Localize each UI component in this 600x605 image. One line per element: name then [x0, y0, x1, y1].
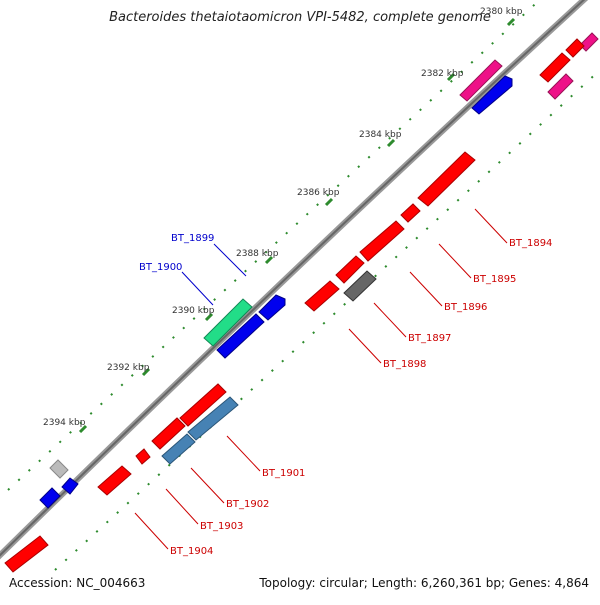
- gene-arrow[interactable]: [304, 280, 340, 312]
- gene-arrow[interactable]: [359, 220, 405, 262]
- gene-label[interactable]: BT_1895: [473, 274, 516, 285]
- gene-arrow[interactable]: [135, 448, 151, 465]
- leader-line: [226, 435, 261, 472]
- gene-arrow[interactable]: [471, 75, 513, 115]
- tick-label: 2388 kbp: [236, 249, 279, 259]
- gene-label[interactable]: BT_1896: [444, 302, 487, 313]
- gene-label[interactable]: BT_1902: [226, 499, 269, 510]
- gene-arrow[interactable]: [547, 73, 574, 100]
- tick-label: 2382 kbp: [421, 69, 464, 79]
- tick-mark: [386, 138, 396, 148]
- tick-label: 2386 kbp: [297, 188, 340, 198]
- genome-backbone-edge: [0, 0, 586, 557]
- tick-label: 2380 kbp: [480, 7, 523, 17]
- gene-arrow[interactable]: [49, 459, 69, 479]
- tick-mark: [78, 424, 88, 434]
- gene-label[interactable]: BT_1901: [262, 468, 305, 479]
- leader-line: [165, 488, 199, 525]
- genome-title: Bacteroides thetaiotaomicron VPI-5482, c…: [109, 10, 491, 25]
- gene-arrow[interactable]: [151, 417, 186, 450]
- gene-arrow[interactable]: [400, 203, 421, 223]
- tick-mark: [446, 72, 456, 82]
- tick-label: 2390 kbp: [172, 306, 215, 316]
- inner-ruler-track: [54, 69, 600, 571]
- outer-strand-genes: [39, 32, 599, 509]
- inner-strand-genes: [4, 38, 585, 573]
- gene-arrow[interactable]: [335, 255, 365, 284]
- gene-arrow[interactable]: [417, 151, 476, 207]
- gene-arrow[interactable]: [4, 535, 49, 573]
- leader-line: [348, 328, 382, 364]
- gene-arrow[interactable]: [216, 313, 265, 359]
- gene-label[interactable]: BT_1904: [170, 546, 213, 557]
- tick-label: 2394 kbp: [43, 418, 86, 428]
- gene-label[interactable]: BT_1903: [200, 521, 243, 532]
- tick-mark: [204, 312, 214, 322]
- tick-mark: [506, 17, 516, 27]
- gene-label[interactable]: BT_1894: [509, 238, 552, 249]
- gene-arrow[interactable]: [179, 383, 227, 427]
- leader-line: [438, 243, 472, 279]
- leader-line: [373, 302, 407, 338]
- genome-summary-text: Topology: circular; Length: 6,260,361 bp…: [259, 576, 589, 590]
- gene-arrow[interactable]: [258, 294, 286, 321]
- tick-label: 2384 kbp: [359, 130, 402, 140]
- leader-line: [190, 467, 225, 504]
- tick-mark: [141, 367, 151, 377]
- gene-arrow[interactable]: [565, 38, 585, 58]
- accession-text: Accession: NC_004663: [9, 576, 146, 590]
- gene-arrow[interactable]: [539, 52, 571, 83]
- gene-label[interactable]: BT_1899: [171, 233, 214, 244]
- gene-arrow[interactable]: [39, 487, 61, 509]
- outer-ruler-track: [7, 0, 542, 491]
- gene-arrow[interactable]: [97, 465, 132, 496]
- gene-label[interactable]: BT_1900: [139, 262, 182, 273]
- gene-arrow[interactable]: [161, 433, 196, 465]
- tick-mark: [264, 255, 274, 265]
- tick-mark: [324, 197, 334, 207]
- gene-arrow[interactable]: [187, 396, 239, 441]
- leader-line: [409, 271, 443, 307]
- leader-line: [181, 271, 214, 306]
- gene-label[interactable]: BT_1898: [383, 359, 426, 370]
- tick-label: 2392 kbp: [107, 363, 150, 373]
- gene-arrow[interactable]: [61, 477, 79, 495]
- gene-arrow[interactable]: [579, 32, 599, 52]
- gene-arrow[interactable]: [343, 270, 377, 302]
- major-ticks: [78, 17, 516, 434]
- leader-line: [213, 243, 247, 277]
- leader-line: [474, 208, 508, 244]
- gene-arrow[interactable]: [203, 298, 253, 347]
- leader-line: [134, 512, 169, 550]
- gene-label[interactable]: BT_1897: [408, 333, 451, 344]
- gene-arrow[interactable]: [459, 59, 503, 102]
